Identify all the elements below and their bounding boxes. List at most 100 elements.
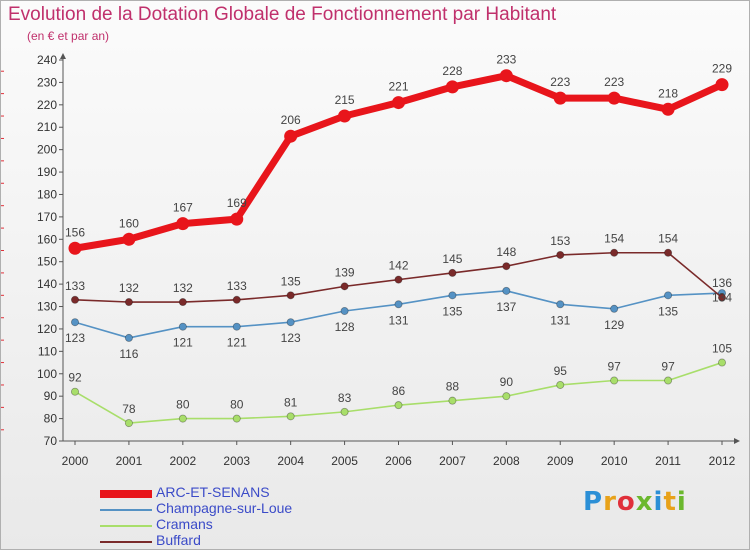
data-point [178,414,187,423]
data-point [394,401,403,410]
data-point [232,414,241,423]
x-tick-label: 2010 [601,454,628,468]
data-label: 142 [388,259,408,273]
data-point [664,248,673,257]
data-point [502,262,511,271]
x-tick-label: 2004 [277,454,304,468]
data-label: 121 [227,336,247,350]
y-tick-label: 240 [37,53,57,67]
data-label: 105 [712,342,732,356]
y-tick-label: 210 [37,120,57,134]
data-point [230,212,244,226]
data-point [556,250,565,259]
legend-swatch [100,525,152,527]
y-tick-label: 100 [37,367,57,381]
data-label: 154 [604,232,624,246]
data-point [286,318,295,327]
x-tick-label: 2005 [331,454,358,468]
data-point [71,387,80,396]
y-tick-label: 70 [44,434,58,448]
data-label: 131 [388,313,408,327]
data-label: 131 [550,313,570,327]
logo-letter: t [663,487,677,517]
data-point [448,291,457,300]
data-label: 233 [496,53,516,67]
x-axis-arrow [734,438,740,444]
data-label: 132 [173,281,193,295]
data-label: 148 [496,245,516,259]
data-label: 229 [712,62,732,76]
y-tick-label: 190 [37,165,57,179]
x-tick-label: 2007 [439,454,466,468]
x-tick-label: 2003 [223,454,250,468]
legend-label: Buffard [156,532,201,548]
y-tick-label: 150 [37,255,57,269]
legend-swatch [100,509,152,511]
data-point [176,217,190,231]
y-tick-label: 180 [37,187,57,201]
data-label: 133 [65,279,85,293]
data-label: 129 [604,318,624,332]
data-point [124,333,133,342]
legend-label: Champagne-sur-Loue [156,500,293,516]
data-label: 145 [442,252,462,266]
data-point [124,298,133,307]
y-tick-label: 90 [44,389,58,403]
data-label: 88 [446,380,460,394]
data-point [338,109,352,123]
x-tick-label: 2008 [493,454,520,468]
data-label: 223 [550,75,570,89]
data-point [286,291,295,300]
y-tick-label: 230 [37,75,57,89]
data-label: 133 [227,279,247,293]
data-label: 135 [658,304,678,318]
data-label: 95 [554,364,568,378]
y-tick-label: 220 [37,98,57,112]
data-label: 215 [335,93,355,107]
data-point [610,376,619,385]
data-point [610,248,619,257]
data-point [124,419,133,428]
x-tick-label: 2002 [169,454,196,468]
data-label: 135 [281,274,301,288]
data-label: 128 [335,320,355,334]
data-point [71,295,80,304]
data-point [68,241,82,255]
legend-swatch [100,541,152,543]
data-point [286,412,295,421]
data-label: 123 [281,331,301,345]
data-label: 137 [496,300,516,314]
x-tick-label: 2006 [385,454,412,468]
data-label: 116 [119,347,138,361]
y-axis-arrow [60,53,66,59]
data-point [664,291,673,300]
data-label: 80 [230,398,244,412]
data-label: 154 [658,232,678,246]
data-point [340,307,349,316]
data-point [556,300,565,309]
data-point [71,318,80,327]
legend-swatch [100,490,152,498]
data-label: 136 [712,276,732,290]
proxiti-logo: Proxiti [583,487,687,517]
data-point [664,376,673,385]
legend-label: ARC-ET-SENANS [156,484,270,500]
data-label: 83 [338,391,352,405]
data-point [607,91,621,105]
data-point [718,358,727,367]
data-point [445,80,459,94]
data-label: 169 [227,196,247,210]
logo-letter: i [653,487,664,517]
data-label: 90 [500,375,514,389]
data-point [448,396,457,405]
data-point [284,129,298,143]
y-tick-label: 200 [37,143,57,157]
data-point [715,78,729,92]
data-point [448,268,457,277]
data-point [553,91,567,105]
data-label: 81 [284,395,298,409]
data-label: 78 [122,402,136,416]
data-label: 86 [392,384,406,398]
